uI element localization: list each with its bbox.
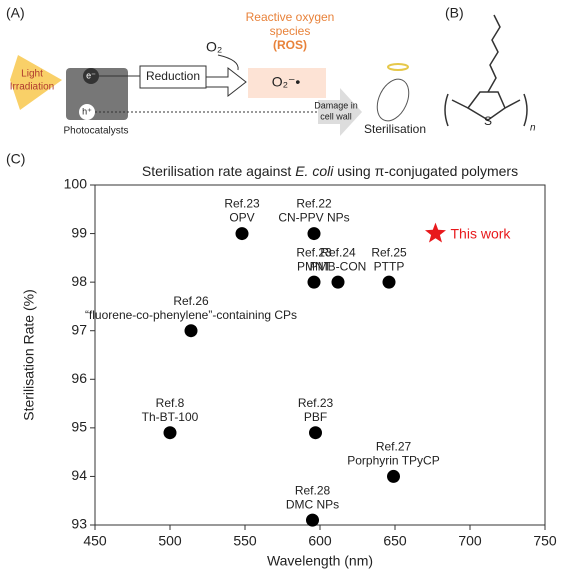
point-label: Porphyrin TPyCP (347, 454, 439, 468)
point (308, 227, 321, 240)
x-tick-label: 650 (383, 533, 407, 549)
point-label: Ref.24 (320, 245, 356, 259)
point-label: Ref.27 (376, 440, 412, 454)
y-tick-label: 95 (71, 419, 87, 435)
title-part: using π-conjugated polymers (333, 163, 518, 179)
point (387, 470, 400, 483)
y-tick-label: 94 (71, 467, 87, 483)
point-label: Ref.22 (296, 197, 332, 211)
point-label: Ref.8 (156, 396, 185, 410)
x-tick-label: 450 (83, 533, 107, 549)
y-tick-label: 96 (71, 370, 87, 386)
alkyl-chain (488, 15, 500, 92)
x-tick-label: 500 (158, 533, 182, 549)
reduction-text: Reduction (146, 69, 200, 83)
title-part: Sterilisation rate against (142, 163, 295, 179)
point (308, 276, 321, 289)
point-label: PTTP (374, 259, 405, 273)
panel-a: (A) Light Irradiation e⁻ h⁺ Photocatalys… (6, 5, 426, 137)
panel-label: (B) (445, 5, 464, 21)
title-part: E. coli (295, 163, 334, 179)
y-axis-label: Sterilisation Rate (%) (21, 289, 37, 421)
point-label: OPV (229, 211, 254, 225)
superoxide-text: O₂⁻• (272, 74, 301, 90)
y-tick-label: 97 (71, 321, 87, 337)
y-tick-label: 100 (64, 176, 88, 192)
panel-b: (B) S n (445, 5, 536, 134)
point-label: Ref.23 (224, 197, 260, 211)
panel-label: (C) (6, 151, 25, 167)
point (332, 276, 345, 289)
light-text: Irradiation (10, 82, 54, 93)
arrow (206, 68, 246, 96)
point-label: Ref.25 (371, 245, 407, 259)
point (425, 223, 446, 243)
x-tick-label: 750 (533, 533, 557, 549)
repeat-n: n (530, 123, 536, 134)
x-tick-label: 550 (233, 533, 257, 549)
sterilisation-text: Sterilisation (364, 122, 426, 136)
point-label: Th-BT-100 (142, 410, 199, 424)
point-label: Ref.26 (173, 294, 209, 308)
hole-text: h⁺ (82, 106, 92, 116)
chart-title: Sterilisation rate against E. coli using… (142, 163, 518, 179)
catalyst-text: Photocatalysts (63, 126, 128, 137)
ros-text: Reactive oxygen (246, 10, 335, 24)
damage-text: cell wall (320, 111, 352, 121)
x-axis-label: Wavelength (nm) (267, 553, 373, 569)
x-tick-label: 700 (458, 533, 482, 549)
point-label: PMB-CON (310, 259, 367, 273)
y-tick-label: 99 (71, 224, 87, 240)
point-label: DMC NPs (286, 497, 339, 511)
point-label: “fluorene-co-phenylene”-containing CPs (85, 308, 297, 322)
y-tick-label: 93 (71, 516, 87, 532)
sulfur: S (484, 114, 492, 128)
point (164, 426, 177, 439)
o2-text: O₂ (206, 39, 222, 55)
light-text: Light (21, 69, 43, 80)
halo (388, 64, 408, 70)
bacterium (371, 74, 415, 126)
point-label: Ref.23 (298, 396, 334, 410)
ros-text: (ROS) (273, 38, 307, 52)
point (185, 324, 198, 337)
x-tick-label: 600 (308, 533, 332, 549)
point (236, 227, 249, 240)
point (306, 514, 319, 527)
damage-text: Damage in (314, 100, 358, 110)
point-label: Ref.28 (295, 483, 331, 497)
figure: (A) Light Irradiation e⁻ h⁺ Photocatalys… (0, 0, 576, 573)
series-name: This work (451, 225, 512, 241)
y-tick-label: 98 (71, 273, 87, 289)
electron-text: e⁻ (86, 70, 96, 80)
point (383, 276, 396, 289)
ros-text: species (270, 24, 311, 38)
panel-label: (A) (6, 5, 25, 21)
point-label: PBF (304, 410, 327, 424)
point (309, 426, 322, 439)
point-label: CN-PPV NPs (278, 211, 349, 225)
